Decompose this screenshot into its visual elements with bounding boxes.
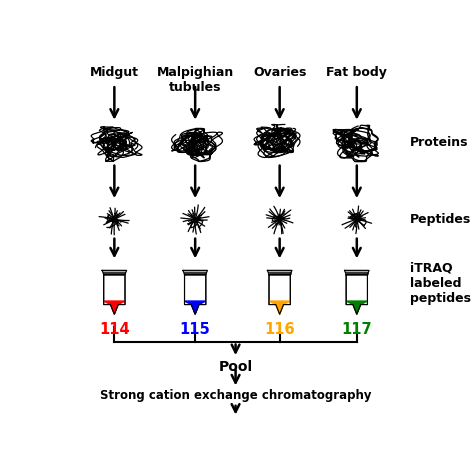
Polygon shape: [104, 301, 125, 314]
Polygon shape: [346, 301, 367, 314]
Text: Pool: Pool: [219, 360, 253, 374]
Text: Proteins: Proteins: [410, 136, 469, 149]
Polygon shape: [184, 275, 206, 314]
Text: Fat body: Fat body: [327, 66, 387, 79]
Polygon shape: [183, 270, 208, 275]
Text: 115: 115: [180, 322, 210, 337]
Polygon shape: [269, 301, 290, 314]
Text: Peptides: Peptides: [410, 213, 471, 226]
Polygon shape: [267, 270, 292, 275]
Polygon shape: [102, 270, 127, 275]
Polygon shape: [104, 275, 125, 314]
Text: Strong cation exchange chromatography: Strong cation exchange chromatography: [100, 389, 371, 402]
Polygon shape: [345, 270, 369, 275]
Polygon shape: [184, 301, 206, 314]
Text: Ovaries: Ovaries: [253, 66, 306, 79]
Polygon shape: [346, 275, 367, 314]
Text: Midgut: Midgut: [90, 66, 139, 79]
Text: 114: 114: [99, 322, 130, 337]
Text: 116: 116: [264, 322, 295, 337]
Text: Malpighian
tubules: Malpighian tubules: [156, 66, 234, 94]
Polygon shape: [269, 275, 290, 314]
Text: iTRAQ
labeled
peptides: iTRAQ labeled peptides: [410, 262, 471, 305]
Text: 117: 117: [341, 322, 372, 337]
